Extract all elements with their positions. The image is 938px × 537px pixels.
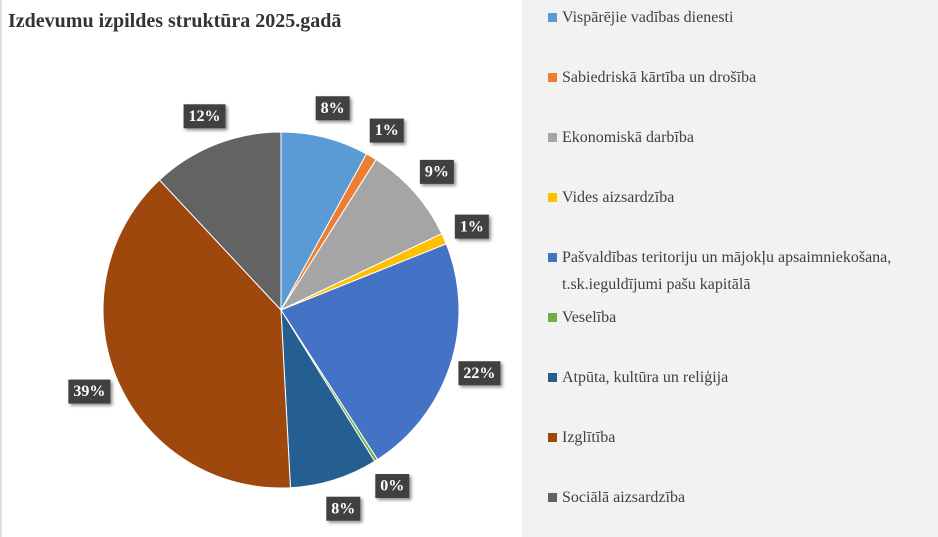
legend-swatch (548, 433, 557, 442)
legend-item: Sabiedriskā kārtība un drošība (548, 64, 928, 91)
legend-item: Vides aizsardzība (548, 184, 928, 211)
legend-text: Sociālā aizsardzība (562, 489, 686, 506)
data-label-box (68, 379, 111, 404)
data-label-box (458, 361, 501, 386)
legend-text: Ekonomiskā darbība (562, 129, 694, 146)
data-label: 1% (369, 118, 404, 143)
legend-swatch (548, 253, 557, 262)
legend-item: Izglītība (548, 424, 928, 451)
legend-swatch (548, 193, 557, 202)
legend-background (522, 0, 938, 537)
data-label: 8% (315, 96, 350, 121)
pie-slice (280, 309, 376, 489)
data-label: 39% (68, 379, 111, 404)
pie-slice (280, 131, 368, 311)
data-label-text: 0% (380, 478, 404, 495)
data-label-box (183, 104, 226, 129)
legend-item: Veselība (548, 304, 928, 331)
legend-text: Pašvaldības teritoriju un mājokļu apsaim… (562, 249, 892, 293)
legend-item: Sociālā aizsardzība (548, 484, 928, 511)
data-label: 8% (326, 496, 361, 521)
data-label-text: 22% (463, 365, 495, 382)
pie-slice (102, 179, 291, 489)
data-label-box (326, 496, 361, 521)
data-label: 9% (419, 159, 454, 184)
legend-item: Atpūta, kultūra un reliģija (548, 364, 928, 391)
legend-swatch (548, 133, 557, 142)
pie-slice (279, 158, 443, 312)
legend-text: Veselība (562, 309, 617, 326)
data-label-text: 1% (375, 122, 399, 139)
pie-slice (158, 131, 282, 312)
legend-item: Ekonomiskā darbība (548, 124, 928, 151)
legend-text: Izglītība (562, 429, 616, 446)
data-label: 1% (454, 214, 489, 239)
data-label: 0% (375, 474, 410, 499)
data-label-box (315, 96, 350, 121)
legend-swatch (548, 373, 557, 382)
data-label-text: 9% (425, 164, 449, 181)
legend-text: Atpūta, kultūra un reliģija (562, 369, 729, 386)
legend-swatch (548, 73, 557, 82)
data-label-text: 1% (460, 218, 484, 235)
legend-text: Vispārējie vadības dienesti (562, 9, 734, 26)
data-label-text: 8% (321, 100, 345, 117)
legend-text: Sabiedriskā kārtība un drošība (562, 69, 757, 86)
data-label-box (375, 474, 410, 499)
legend-swatch (548, 493, 557, 502)
data-label-text: 8% (331, 500, 355, 517)
legend-item: Vispārējie vadības dienesti (548, 4, 928, 31)
chart-title: Izdevumu izpildes struktūra 2025.gadā (8, 10, 341, 32)
data-label-box (419, 159, 454, 184)
data-label: 22% (458, 361, 501, 386)
legend-swatch (548, 313, 557, 322)
legend-swatch (548, 13, 557, 22)
legend-text: Vides aizsardzība (562, 189, 675, 206)
data-label-box (369, 118, 404, 143)
data-label-box (454, 214, 489, 239)
data-label-text: 39% (73, 383, 105, 400)
legend-item: Pašvaldības teritoriju un mājokļu apsaim… (548, 244, 928, 298)
data-label-text: 12% (189, 108, 221, 125)
data-label: 12% (183, 104, 226, 129)
pie-slice (280, 243, 460, 461)
